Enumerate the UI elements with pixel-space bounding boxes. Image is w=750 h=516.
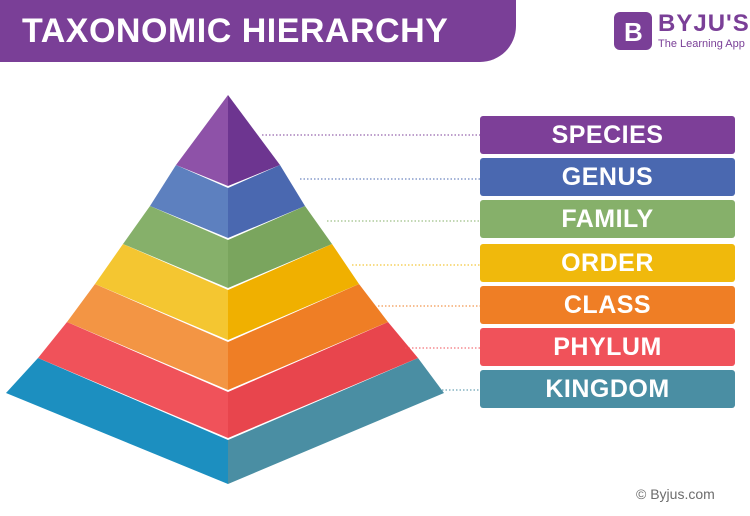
label-kingdom: KINGDOM bbox=[480, 370, 735, 408]
class-left-face bbox=[67, 284, 228, 390]
pyramid-layer-kingdom bbox=[6, 358, 444, 484]
class-right-face bbox=[228, 284, 388, 390]
label-family: FAMILY bbox=[480, 200, 735, 238]
family-right-face bbox=[228, 206, 332, 288]
logo-name: BYJU'S bbox=[658, 10, 750, 37]
copyright-text: © Byjus.com bbox=[636, 486, 715, 502]
pyramid-layer-phylum bbox=[38, 322, 418, 438]
connector-lines bbox=[262, 134, 480, 391]
logo-letter: B bbox=[624, 17, 643, 47]
genus-left-face bbox=[150, 165, 228, 238]
byjus-logo[interactable]: B BYJU'S The Learning App bbox=[614, 10, 749, 54]
kingdom-left-face bbox=[6, 358, 228, 484]
kingdom-right-face bbox=[228, 358, 444, 484]
logo-tagline: The Learning App bbox=[658, 38, 745, 50]
species-right-face bbox=[228, 95, 280, 186]
phylum-left-face bbox=[38, 322, 228, 438]
pyramid-layer-genus bbox=[150, 165, 305, 238]
order-right-face bbox=[228, 244, 359, 340]
title-banner: TAXONOMIC HIERARCHY bbox=[0, 0, 516, 62]
pyramid-layer-order bbox=[95, 244, 359, 340]
page-title: TAXONOMIC HIERARCHY bbox=[22, 12, 449, 50]
pyramid-layer-class bbox=[67, 284, 388, 390]
phylum-right-face bbox=[228, 322, 418, 438]
genus-right-face bbox=[228, 165, 305, 238]
label-genus: GENUS bbox=[480, 158, 735, 196]
label-species: SPECIES bbox=[480, 116, 735, 154]
pyramid-layer-species bbox=[176, 95, 280, 186]
label-order: ORDER bbox=[480, 244, 735, 282]
label-class: CLASS bbox=[480, 286, 735, 324]
order-left-face bbox=[95, 244, 228, 340]
family-left-face bbox=[123, 206, 228, 288]
label-phylum: PHYLUM bbox=[480, 328, 735, 366]
logo-badge-icon: B bbox=[614, 12, 652, 50]
pyramid-layer-family bbox=[123, 206, 332, 288]
species-left-face bbox=[176, 95, 228, 186]
